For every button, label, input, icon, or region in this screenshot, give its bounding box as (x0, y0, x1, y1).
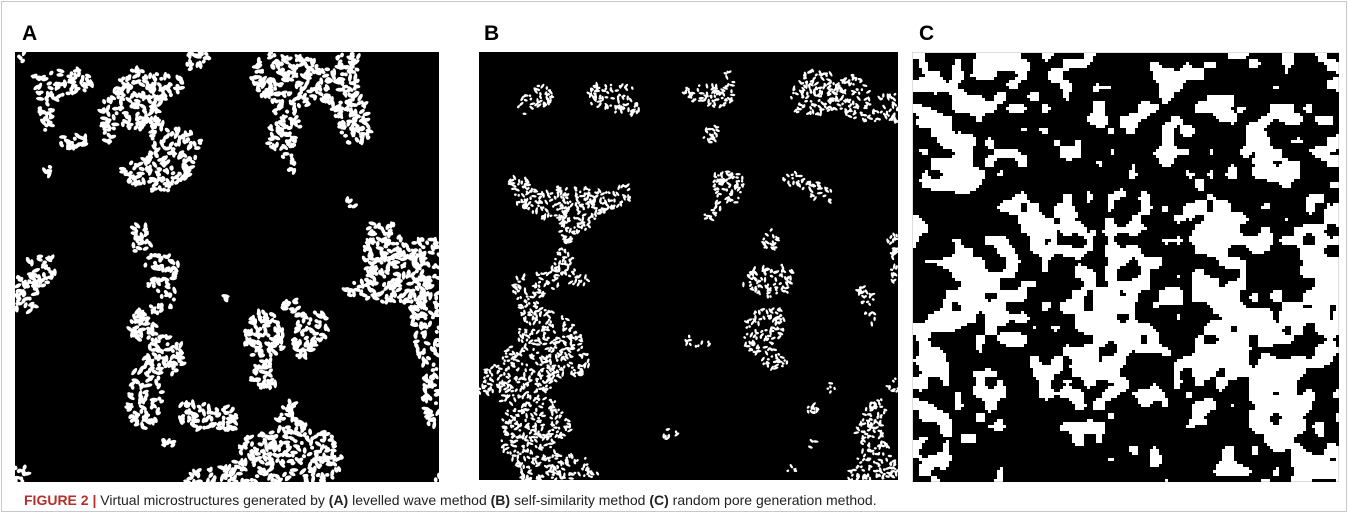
pore (730, 89, 732, 93)
pore (196, 419, 200, 423)
caption-text: levelled wave method (352, 492, 487, 508)
pore (343, 134, 348, 138)
pore (741, 176, 743, 181)
caption-text: random pore generation method. (673, 492, 877, 508)
pore (160, 294, 164, 299)
pore (290, 410, 294, 418)
caption: FIGURE 2 | Virtual microstructures gener… (24, 492, 877, 508)
pore (876, 473, 878, 478)
pore (560, 460, 562, 466)
pore (157, 339, 161, 343)
caption-text: Virtual microstructures generated by (100, 492, 325, 508)
pore (213, 475, 217, 480)
panel-label: C (919, 22, 934, 46)
panel-label: B (484, 22, 499, 46)
pore (299, 348, 308, 352)
pore (879, 406, 883, 408)
pore (549, 96, 554, 98)
panel-label: A (22, 22, 37, 46)
caption-tag: (C) (649, 492, 668, 508)
caption-tag: (A) (329, 492, 348, 508)
pore (296, 95, 301, 99)
microstructure-image (15, 52, 439, 482)
caption-prefix: FIGURE 2 | (24, 492, 96, 508)
pore (798, 175, 803, 177)
microstructure-image (912, 52, 1339, 482)
pore (131, 102, 138, 106)
pore (745, 345, 750, 347)
pore (798, 108, 802, 110)
pore (392, 222, 396, 228)
caption-text: self-similarity method (514, 492, 645, 508)
pore (752, 271, 756, 273)
caption-tag: (B) (491, 492, 510, 508)
pore (236, 472, 243, 476)
microstructure-image (479, 52, 898, 480)
